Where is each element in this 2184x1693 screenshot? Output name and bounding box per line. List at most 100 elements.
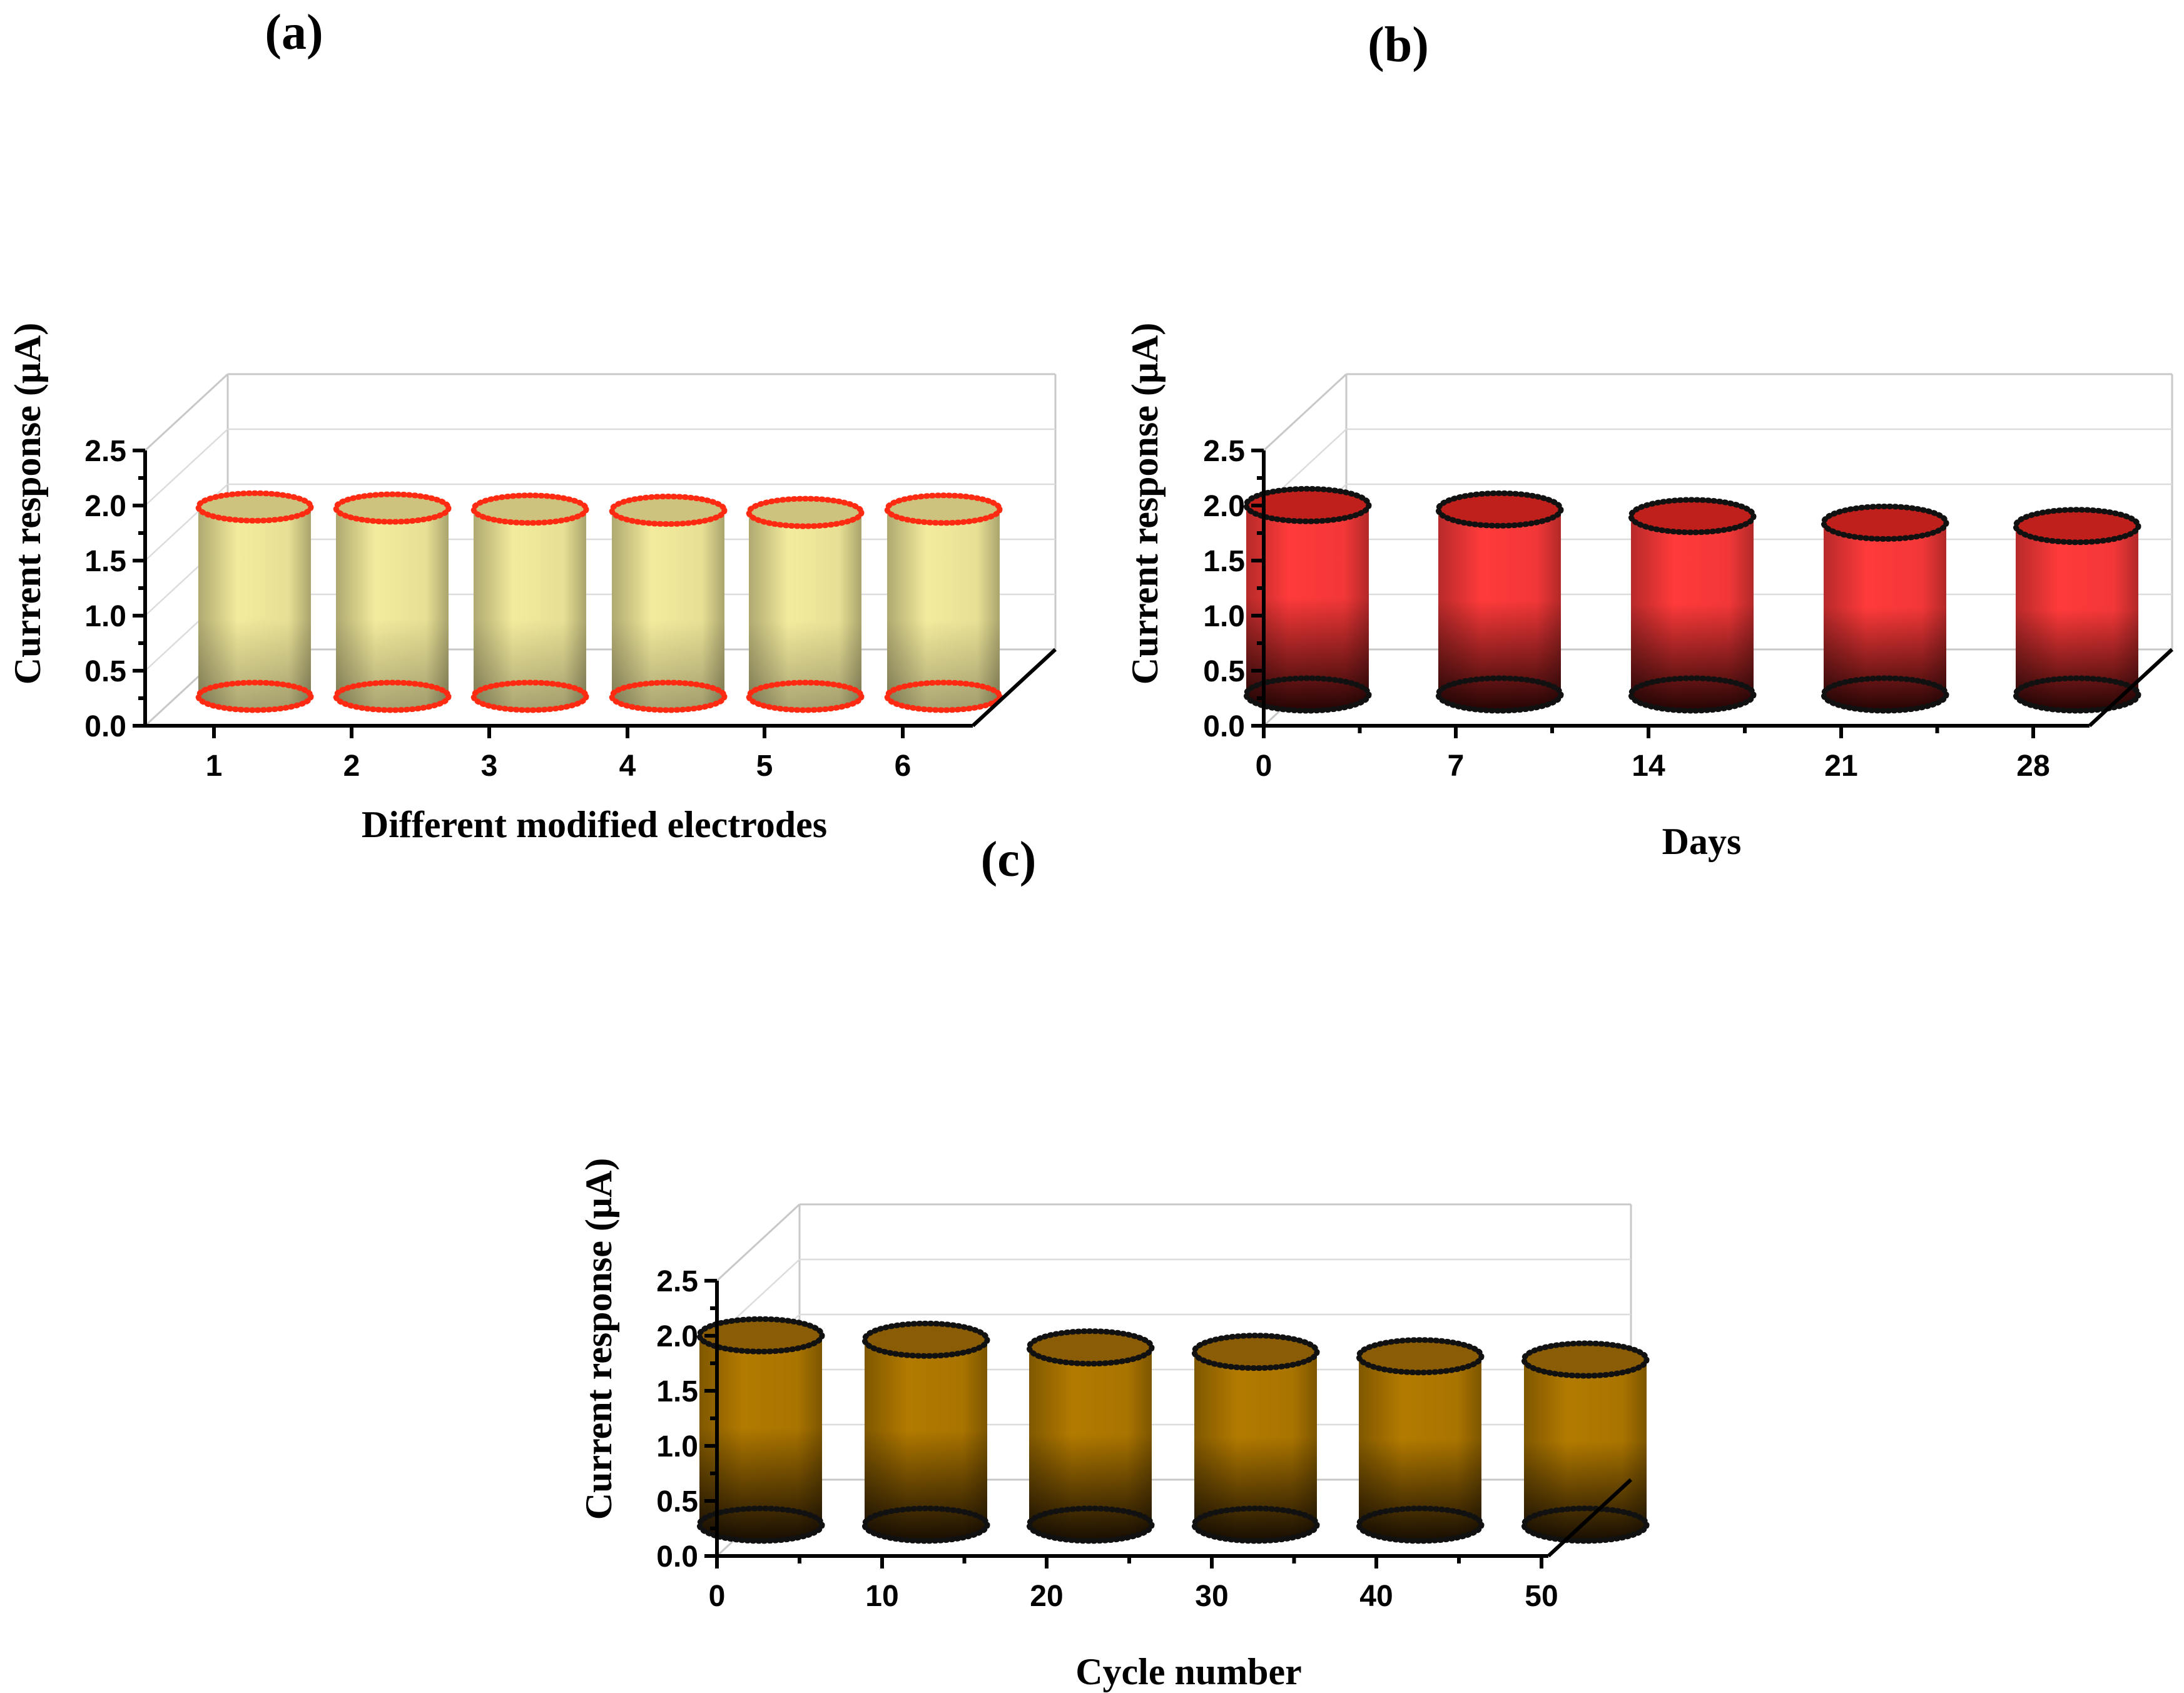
y-tick-label: 1.5 bbox=[1203, 545, 1245, 578]
cylinder-bar: 0: 1.72 bbox=[1243, 486, 1372, 714]
cylinder-top-cap bbox=[1824, 506, 1946, 539]
cylinder-bar: 5: 1.67 bbox=[746, 496, 865, 713]
cylinder-top-cap bbox=[1631, 499, 1754, 532]
cylinder-bar: 30: 1.57 bbox=[1191, 1333, 1320, 1544]
cylinder-bar: 6: 1.7 bbox=[884, 492, 1003, 713]
x-tick-label: 14 bbox=[1632, 750, 1665, 783]
x-tick-label: 2 bbox=[343, 750, 360, 783]
cylinder-top-ring bbox=[1026, 1328, 1155, 1367]
cylinder-top-ring bbox=[746, 496, 865, 529]
panel-b-cylinders: 0: 1.72 7: 1.68 14: 1.62 21: 1.56 28: 1.53 bbox=[1243, 486, 2141, 714]
x-tick-label: 7 bbox=[1448, 750, 1465, 783]
cylinder-top-cap bbox=[1194, 1335, 1317, 1368]
x-tick-label: 4 bbox=[619, 750, 636, 783]
cylinder-bottom-ring bbox=[2013, 675, 2141, 714]
cylinder-top-ring bbox=[1521, 1340, 1650, 1379]
cylinder-top-cap bbox=[336, 494, 449, 522]
cylinder-top-ring bbox=[1243, 486, 1372, 524]
panel-a-y-ticks: 0.0 0.5 1.0 1.5 2.0 2.5 bbox=[84, 435, 145, 743]
panel-c-gridlines bbox=[716, 1258, 1631, 1502]
cylinder-top-cap bbox=[865, 1323, 987, 1356]
cylinder-bottom-ring bbox=[609, 679, 728, 713]
panel-c-label: (c) bbox=[981, 832, 1037, 887]
cylinder-shading bbox=[887, 509, 1000, 710]
chart-panel-b: (b) 0: 1.72 7: 1.68 14: 1.62 21: 1.56 28: 1.… bbox=[1124, 18, 2174, 862]
cylinder-shading bbox=[749, 512, 861, 710]
panel-a-x-ticks: 1 2 3 4 5 6 bbox=[206, 726, 912, 783]
x-tick-label: 40 bbox=[1359, 1580, 1393, 1613]
y-tick-label: 0.5 bbox=[84, 655, 126, 688]
y-tick-label: 0.0 bbox=[84, 710, 126, 743]
cylinder-top-ring bbox=[861, 1320, 990, 1359]
x-tick-label: 5 bbox=[756, 750, 773, 783]
cylinder-bottom-ring bbox=[1628, 675, 1757, 714]
x-tick-label: 3 bbox=[481, 750, 498, 783]
cylinder-bottom-ring bbox=[1356, 1505, 1485, 1544]
cylinder-top-ring bbox=[333, 491, 452, 525]
frame-depth-edge bbox=[716, 1203, 801, 1282]
cylinder-top-cap bbox=[749, 499, 861, 527]
cylinder-top-ring bbox=[696, 1316, 825, 1355]
cylinder-bottom-ring bbox=[1243, 675, 1372, 714]
cylinder-bottom-ring bbox=[1435, 675, 1564, 714]
cylinder-shading bbox=[699, 1335, 822, 1541]
cylinder-bottom-ring bbox=[1026, 1505, 1155, 1544]
cylinder-bottom-ring bbox=[696, 1505, 825, 1544]
cylinder-shading bbox=[2016, 526, 2138, 711]
panel-b-x-ticks: 0 7 14 21 28 bbox=[1256, 726, 2050, 783]
gridline-side bbox=[145, 429, 228, 506]
cylinder-top-ring bbox=[1435, 490, 1564, 529]
cylinder-shading bbox=[198, 507, 311, 710]
panel-a-cylinders: 1: 1.722: 1.713: 1.74: 1.695: 1.676: 1.7 bbox=[195, 490, 1003, 713]
cylinder-top-cap bbox=[2016, 509, 2138, 542]
cylinder-shading bbox=[865, 1340, 987, 1541]
cylinder-top-ring bbox=[1628, 497, 1757, 536]
cylinder-top-cap bbox=[474, 495, 586, 523]
cylinder-bar: 1: 1.72 bbox=[195, 490, 314, 713]
y-tick-label: 0.5 bbox=[1203, 655, 1245, 688]
cylinder-bar: 4: 1.69 bbox=[609, 494, 728, 713]
cylinder-shading bbox=[474, 509, 586, 710]
x-tick-label: 30 bbox=[1195, 1580, 1228, 1613]
y-tick-label: 0.5 bbox=[656, 1485, 698, 1518]
panel-c-frame bbox=[716, 1203, 1632, 1557]
cylinder-top-cap bbox=[198, 493, 311, 521]
x-tick-label: 6 bbox=[895, 750, 912, 783]
cylinder-bar: 21: 1.56 bbox=[1821, 503, 1949, 714]
x-tick-label: 21 bbox=[1824, 750, 1857, 783]
x-axis-depth-edge bbox=[2088, 648, 2174, 728]
x-tick-label: 50 bbox=[1525, 1580, 1558, 1613]
cylinder-shading bbox=[612, 510, 724, 710]
cylinder-shading bbox=[1438, 509, 1561, 711]
cylinder-shading bbox=[1194, 1351, 1317, 1541]
cylinder-shading bbox=[336, 508, 449, 710]
y-tick-label: 1.5 bbox=[656, 1375, 698, 1408]
panel-c-axes bbox=[715, 1281, 1633, 1558]
cylinder-shading bbox=[1359, 1356, 1481, 1541]
x-tick-label: 10 bbox=[865, 1580, 898, 1613]
cylinder-bottom-ring bbox=[884, 679, 1003, 713]
panel-c-y-ticks: 0.0 0.5 1.0 1.5 2.0 2.5 bbox=[656, 1265, 717, 1574]
chart-panel-c: (c) 0: 1.72 10: 1.68 20: 1.61 30: 1.57 40: 1… bbox=[578, 832, 1650, 1692]
panel-b-x-axis-title: Days bbox=[1662, 821, 1742, 862]
cylinder-top-cap bbox=[699, 1319, 822, 1352]
cylinder-bar: 14: 1.62 bbox=[1628, 497, 1757, 714]
panel-a-label: (a) bbox=[265, 5, 323, 60]
chart-panel-a: (a) 1: 1.722: 1.713: 1.74: 1.695: 1.676:… bbox=[7, 5, 1057, 845]
x-tick-label: 0 bbox=[709, 1580, 726, 1613]
cylinder-shading bbox=[1824, 522, 1946, 711]
cylinder-bar: 7: 1.68 bbox=[1435, 490, 1564, 714]
panel-c-x-ticks: 0 10 20 30 40 50 bbox=[709, 1556, 1558, 1613]
cylinder-bottom-ring bbox=[746, 679, 865, 713]
cylinder-bar: 3: 1.7 bbox=[470, 492, 589, 713]
cylinder-top-cap bbox=[1438, 493, 1561, 526]
cylinder-top-ring bbox=[609, 494, 728, 527]
x-tick-label: 20 bbox=[1030, 1580, 1063, 1613]
cylinder-top-cap bbox=[887, 495, 1000, 523]
x-axis-depth-edge bbox=[971, 648, 1057, 728]
cylinder-bar: 2: 1.71 bbox=[333, 491, 452, 713]
cylinder-shading bbox=[1631, 516, 1754, 711]
y-tick-label: 1.0 bbox=[1203, 600, 1245, 633]
cylinder-top-cap bbox=[612, 496, 724, 524]
